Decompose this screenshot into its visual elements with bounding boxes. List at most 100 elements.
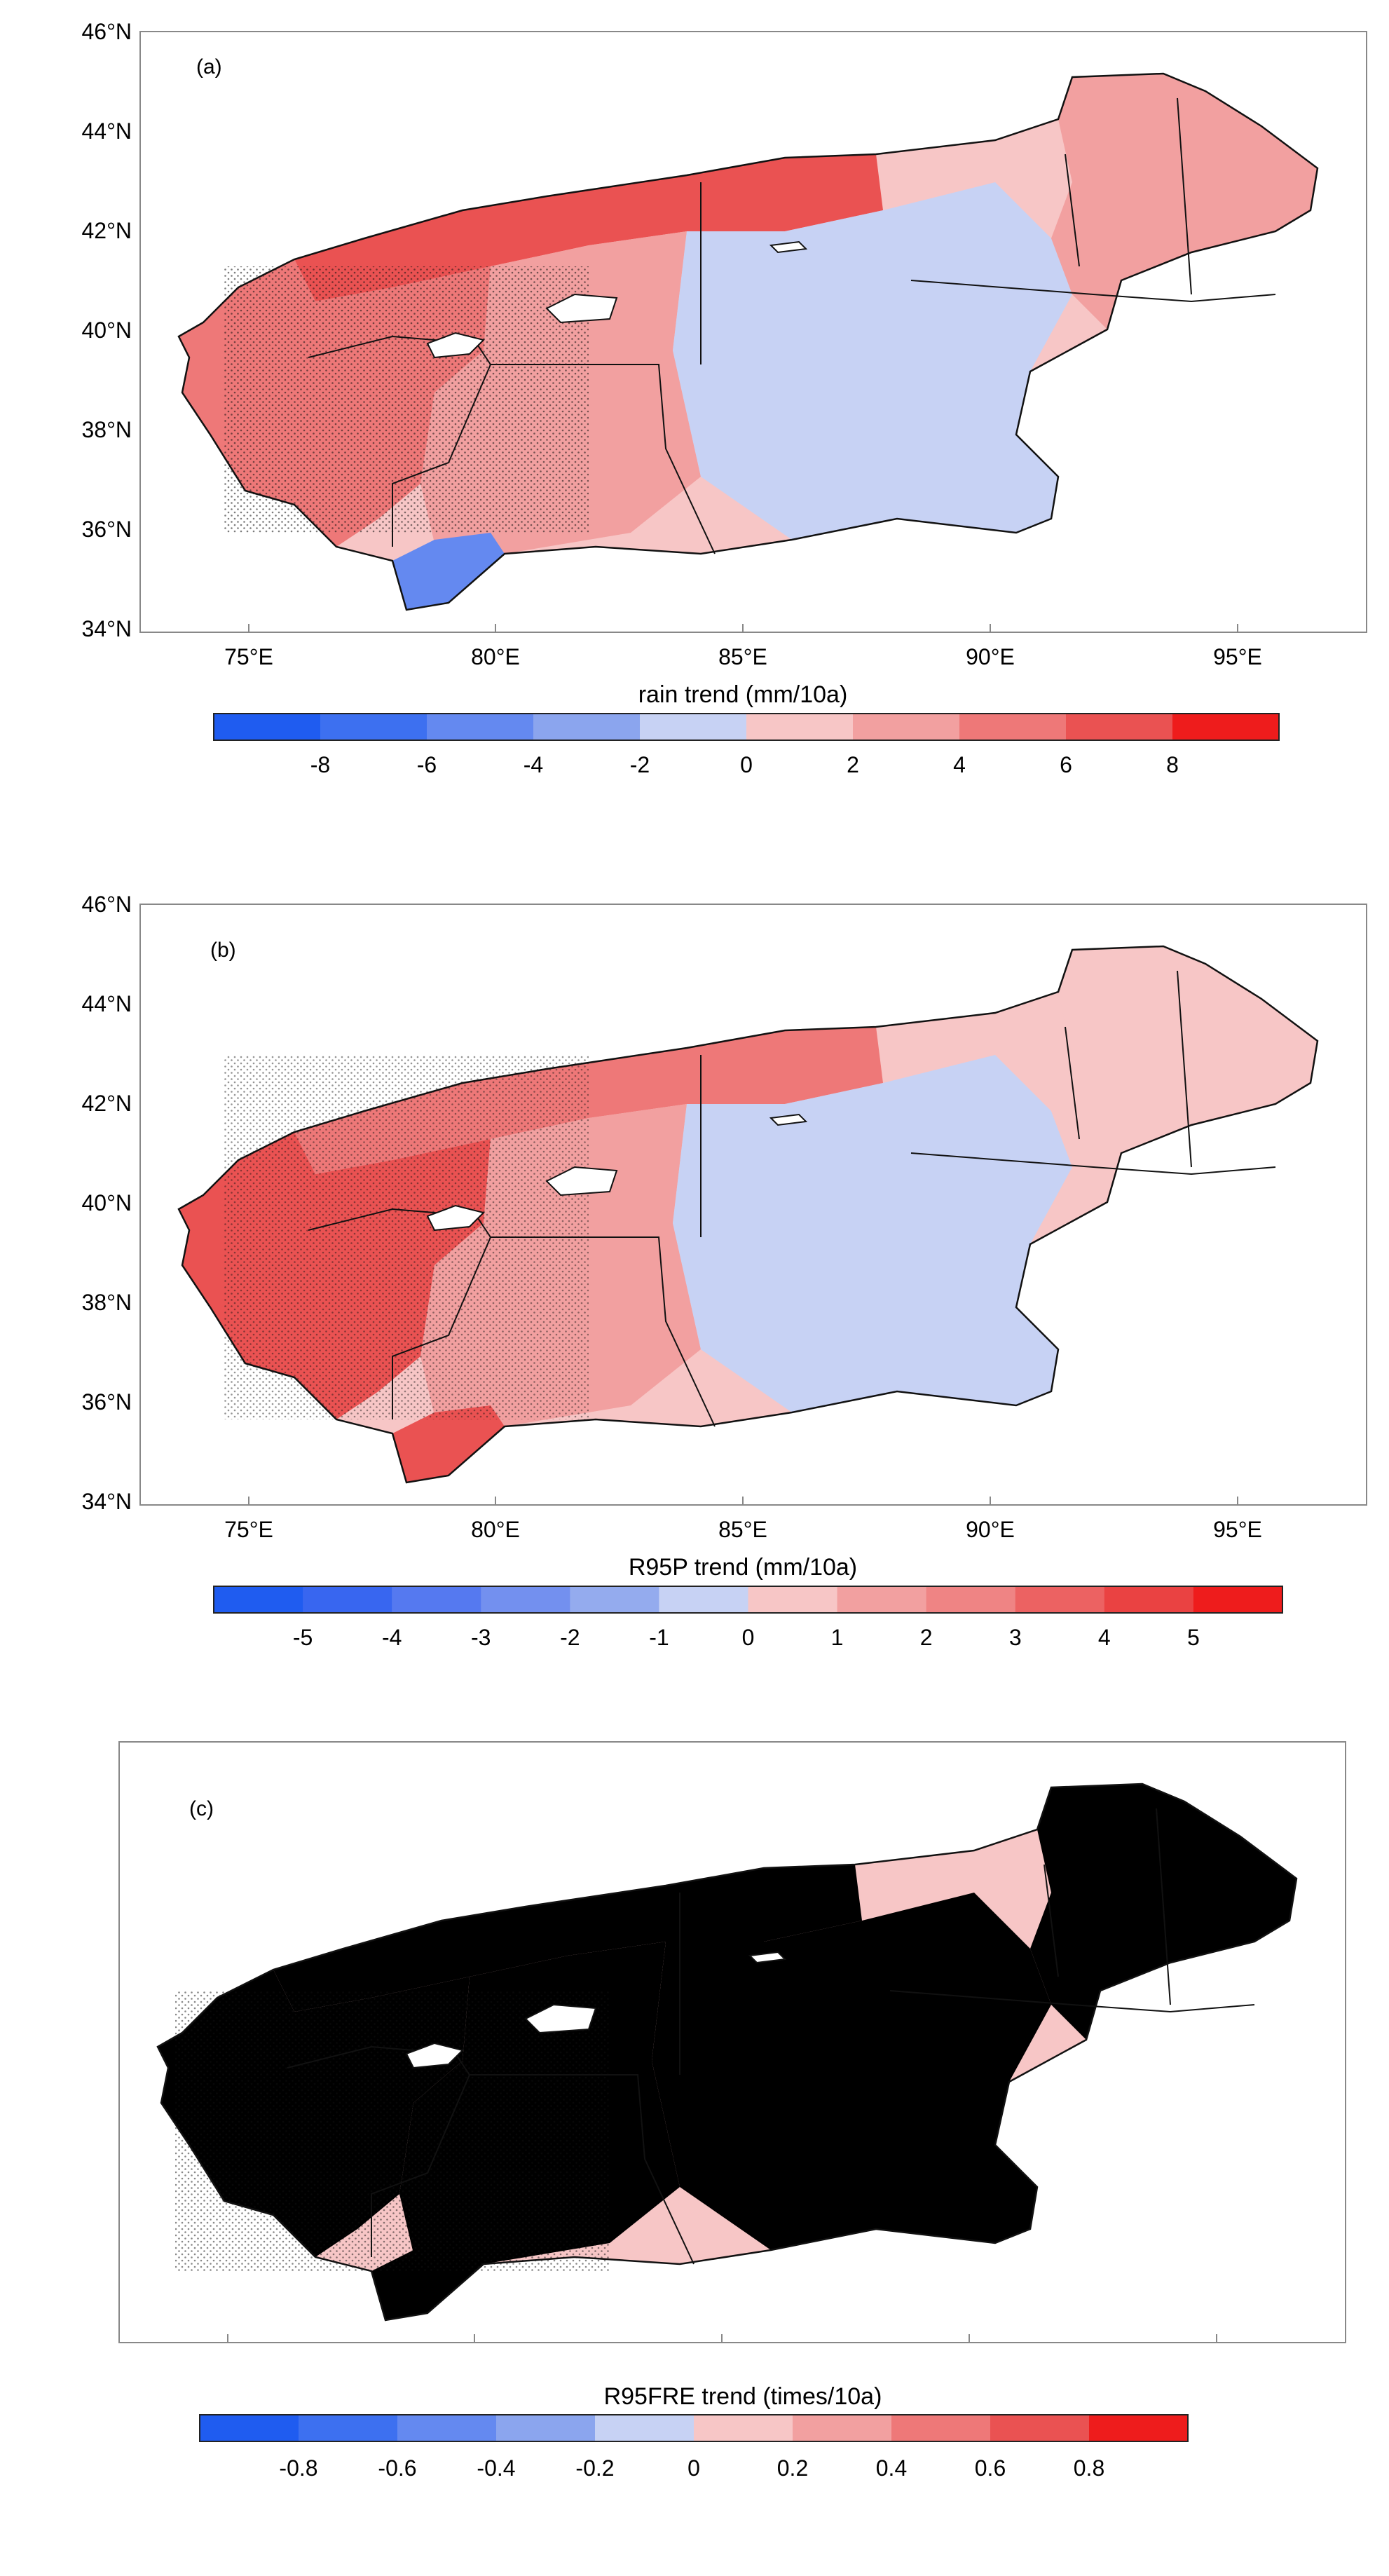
ticks — [227, 2334, 1217, 2343]
colorbar-tick-label: 4 — [1098, 1625, 1111, 1650]
lat-tick-label: 46°N — [82, 19, 132, 44]
colorbar-swatch — [214, 714, 321, 740]
colorbar-tick-label: -2 — [560, 1625, 580, 1650]
lat-tick-label: 46°N — [82, 892, 132, 917]
lat-tick-label: 34°N — [82, 616, 132, 641]
region-border — [177, 945, 1319, 1484]
colorbar-tick-label: -5 — [293, 1625, 313, 1650]
colorbar-swatch — [891, 2415, 991, 2441]
lake — [426, 1204, 485, 1232]
region-fill — [673, 1055, 1072, 1412]
colorbar-swatch — [1104, 1586, 1194, 1613]
colorbar-swatch — [1089, 2415, 1189, 2441]
lon-tick-label: 95°E — [1213, 644, 1262, 669]
colorbar-title: rain trend (mm/10a) — [638, 681, 848, 708]
province-boundary — [308, 970, 1276, 1427]
colorbar: -5 -4 -3 -2 -1 0 1 2 3 4 5 — [213, 1586, 1283, 1650]
panel-b: 46°N 44°N 42°N 40°N 38°N 36°N 34°N 75°E … — [82, 892, 1367, 1650]
lon-tick-label: 95°E — [1213, 1517, 1262, 1542]
region-fill — [294, 154, 883, 301]
lake — [426, 332, 485, 359]
colorbar-swatch — [746, 714, 854, 740]
colorbar-swatch — [1066, 714, 1173, 740]
lon-tick-label: 75°E — [224, 644, 273, 669]
region-fill — [273, 1865, 862, 2012]
lake — [769, 240, 808, 254]
colorbar-swatch — [694, 2415, 793, 2441]
significance-stipple — [224, 266, 589, 533]
lat-tick-label: 42°N — [82, 1091, 132, 1116]
colorbar-tick-label: 2 — [847, 752, 859, 777]
colorbar-swatch — [748, 1586, 838, 1613]
lat-tick-label: 36°N — [82, 517, 132, 542]
lake — [524, 2003, 597, 2034]
lat-tick-label: 44°N — [82, 991, 132, 1016]
province-boundary — [287, 1808, 1255, 2265]
colorbar-swatch — [320, 714, 427, 740]
lon-tick-label: 85°E — [718, 1517, 767, 1542]
colorbar-swatch — [793, 2415, 892, 2441]
panel-label: (a) — [196, 55, 222, 79]
lat-tick-label: 44°N — [82, 118, 132, 144]
lon-tick-label: 80°E — [471, 644, 520, 669]
colorbar-swatch — [533, 714, 641, 740]
colorbar-tick-label: 2 — [920, 1625, 933, 1650]
region-border — [177, 72, 1319, 611]
colorbar-tick-label: -2 — [630, 752, 650, 777]
colorbar-swatch — [214, 1586, 303, 1613]
colorbar-tick-label: 0.4 — [876, 2455, 907, 2481]
colorbar-swatch — [853, 714, 960, 740]
province-boundary — [308, 97, 1276, 554]
lat-tick-label: 38°N — [82, 417, 132, 442]
colorbar-tick-label: 0.8 — [1074, 2455, 1104, 2481]
lat-tick-label: 42°N — [82, 218, 132, 243]
colorbar-title: R95FRE trend (times/10a) — [604, 2383, 882, 2410]
lon-tick-label: 90°E — [966, 644, 1015, 669]
colorbar-swatch — [392, 1586, 481, 1613]
colorbar-swatch — [990, 2415, 1090, 2441]
colorbar-swatch — [640, 714, 747, 740]
region-fill — [392, 533, 505, 610]
lake — [405, 2042, 464, 2069]
colorbar-swatch — [299, 2415, 398, 2441]
colorbar-swatch — [1172, 714, 1280, 740]
lat-tick-label: 38°N — [82, 1290, 132, 1315]
lake — [769, 1113, 808, 1126]
colorbar-tick-label: -0.8 — [279, 2455, 317, 2481]
colorbar-swatch — [481, 1586, 570, 1613]
colorbar-tick-label: 8 — [1166, 752, 1179, 777]
lat-axis: 46°N 44°N 42°N 40°N 38°N 36°N 34°N — [82, 19, 132, 641]
colorbar-tick-label: -4 — [524, 752, 543, 777]
colorbar-tick-label: -0.4 — [477, 2455, 515, 2481]
panel-a: 46°N 44°N 42°N 40°N 38°N 36°N 34°N 75°E … — [82, 19, 1367, 777]
ticks — [248, 624, 1238, 632]
colorbar: -8 -6 -4 -2 0 2 4 6 8 — [213, 713, 1280, 777]
lake — [545, 1166, 618, 1197]
colorbar-tick-label: 0.6 — [975, 2455, 1006, 2481]
lat-axis: 46°N 44°N 42°N 40°N 38°N 36°N 34°N — [82, 892, 132, 1514]
colorbar-swatch — [496, 2415, 596, 2441]
colorbar-tick-label: -3 — [471, 1625, 491, 1650]
colorbar-tick-label: -6 — [417, 752, 437, 777]
colorbar-swatch — [1193, 1586, 1283, 1613]
lat-tick-label: 34°N — [82, 1489, 132, 1514]
colorbar-tick-label: 5 — [1187, 1625, 1200, 1650]
colorbar: -0.8 -0.6 -0.4 -0.2 0 0.2 0.4 0.6 0.8 — [199, 2414, 1189, 2481]
colorbar-swatch — [926, 1586, 1016, 1613]
lake — [748, 1951, 787, 1964]
colorbar-tick-label: 0 — [740, 752, 753, 777]
lat-tick-label: 40°N — [82, 318, 132, 343]
colorbar-tick-label: 0 — [742, 1625, 755, 1650]
lat-tick-label: 40°N — [82, 1190, 132, 1215]
colorbar-tick-label: -1 — [649, 1625, 669, 1650]
lake — [545, 293, 618, 324]
region-fill — [392, 1405, 505, 1483]
colorbar-swatch — [397, 2415, 497, 2441]
colorbar-swatch — [570, 1586, 659, 1613]
colorbar-tick-label: -0.6 — [378, 2455, 416, 2481]
lon-tick-label: 80°E — [471, 1517, 520, 1542]
colorbar-tick-label: -0.2 — [575, 2455, 614, 2481]
panel-label: (b) — [210, 939, 236, 962]
panel-label: (c) — [189, 1797, 214, 1820]
